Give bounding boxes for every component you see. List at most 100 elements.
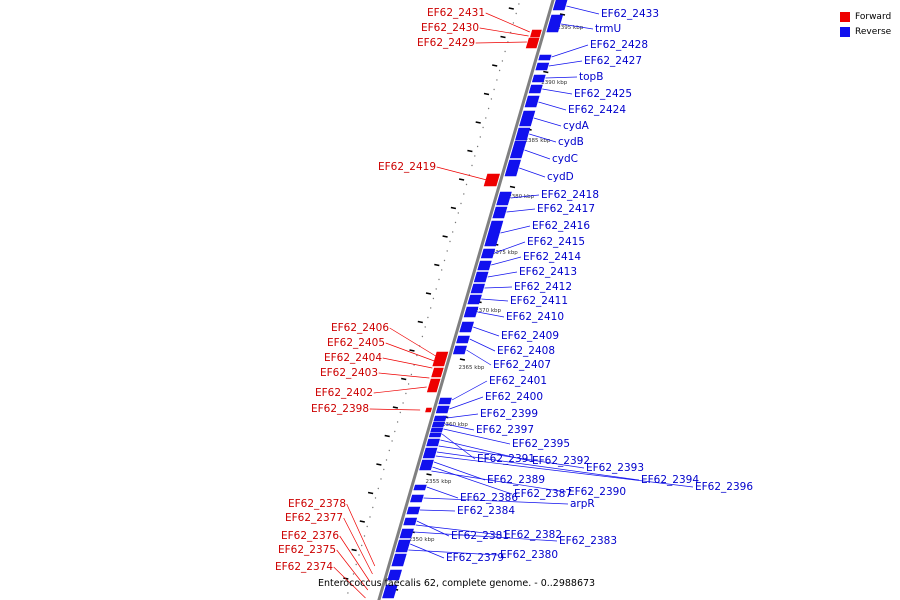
reverse-gene-block	[546, 14, 564, 33]
gene-label-ef62-2405: EF62_2405	[327, 337, 385, 349]
reverse-gene-block	[413, 484, 427, 491]
scale-dot	[498, 69, 501, 72]
scale-tick	[434, 263, 440, 267]
leader-line	[431, 470, 567, 493]
scale-dot	[479, 136, 481, 138]
legend-forward: Forward	[840, 9, 891, 24]
scale-tick	[351, 548, 357, 552]
reverse-gene-block	[459, 321, 474, 333]
genome-caption: Enterococcus faecalis 62, complete genom…	[318, 578, 596, 589]
forward-gene-block	[483, 173, 501, 187]
reverse-gene-block	[535, 62, 550, 71]
reverse-gene-block	[531, 74, 546, 83]
leader-line	[510, 194, 540, 199]
scale-dot	[410, 373, 413, 376]
gene-label-ef62-2380: EF62_2380	[500, 549, 558, 561]
gene-label-ef62-2429: EF62_2429	[417, 37, 475, 49]
leader-line	[477, 311, 505, 318]
scale-dot	[504, 50, 506, 53]
reverse-gene-block	[438, 397, 452, 405]
scale-dot	[383, 468, 385, 471]
leader-line	[373, 386, 427, 394]
gene-label-ef62-2425: EF62_2425	[574, 88, 632, 100]
scale-dot	[490, 98, 493, 100]
leader-line	[378, 372, 430, 379]
scale-dot	[388, 449, 390, 452]
scale-dot	[399, 411, 401, 414]
gene-label-ef62-2386: EF62_2386	[460, 492, 518, 504]
scale-tick	[483, 92, 490, 96]
scale-dot	[487, 107, 490, 110]
reverse-gene-block	[452, 345, 467, 355]
gene-label-ef62-2408: EF62_2408	[497, 345, 555, 357]
leader-line	[346, 503, 376, 567]
kbp-marker: 2350 kbp	[409, 537, 435, 543]
scale-dot	[402, 402, 404, 404]
scale-dot	[407, 383, 410, 385]
leader-line	[494, 241, 526, 254]
kbp-marker: 2370 kbp	[475, 308, 501, 314]
leader-line	[336, 549, 369, 591]
leader-line	[339, 535, 371, 583]
scale-dot	[435, 288, 437, 290]
reverse-gene-block	[399, 528, 414, 539]
leader-line	[369, 408, 421, 411]
scale-dot	[421, 335, 424, 338]
leader-line	[479, 27, 529, 37]
scale-dot	[496, 79, 498, 81]
scale-dot	[446, 250, 448, 252]
gene-label-ef62-2391: EF62_2391	[477, 453, 535, 465]
scale-dot	[358, 554, 360, 556]
reverse-gene-block	[519, 110, 536, 127]
reverse-gene-block	[480, 248, 496, 259]
forward-gene-block	[432, 351, 449, 367]
leader-line	[561, 23, 594, 30]
reverse-gene-block	[403, 517, 418, 526]
gene-label-ef62-2400: EF62_2400	[485, 391, 543, 403]
reverse-swatch	[840, 26, 850, 37]
leader-line	[441, 433, 476, 460]
gene-label-ef62-2409: EF62_2409	[501, 330, 559, 342]
scale-tick	[559, 13, 566, 16]
reverse-gene-block	[484, 220, 504, 247]
scale-dot	[391, 440, 393, 442]
scale-dot	[454, 221, 457, 224]
scale-dot	[361, 544, 363, 547]
reverse-gene-block	[524, 95, 540, 108]
leader-line	[500, 225, 531, 234]
gene-label-ef62-2395: EF62_2395	[512, 438, 570, 450]
reverse-gene-block	[430, 427, 444, 433]
gene-label-ef62-2431: EF62_2431	[427, 7, 485, 19]
gene-label-ef62-2376: EF62_2376	[281, 530, 339, 542]
forward-gene-block	[525, 37, 540, 49]
scale-dot	[438, 278, 440, 281]
leader-line	[551, 44, 589, 58]
gene-label-ef62-2407: EF62_2407	[493, 359, 551, 371]
gene-label-ef62-2381: EF62_2381	[451, 530, 509, 542]
scale-dot	[377, 487, 379, 490]
scale-dot	[363, 535, 366, 537]
scale-tick	[376, 463, 382, 466]
reverse-gene-block	[435, 405, 450, 414]
gene-label-ef62-2390: EF62_2390	[568, 486, 626, 498]
gene-label-trmu: trmU	[595, 23, 621, 35]
leader-line	[436, 166, 487, 181]
leader-line	[529, 133, 557, 143]
gene-label-ef62-2387: EF62_2387	[514, 488, 572, 500]
scale-dot	[471, 164, 473, 167]
scale-dot	[518, 3, 520, 5]
scale-tick	[475, 121, 481, 124]
leader-line	[432, 466, 513, 495]
scale-dot	[515, 12, 517, 15]
scale-tick	[459, 358, 466, 361]
reverse-gene-block	[470, 283, 485, 294]
kbp-marker: 2395 kbp	[557, 25, 583, 31]
leader-line	[446, 413, 479, 419]
scale-dot	[449, 240, 451, 243]
gene-label-ef62-2394: EF62_2394	[641, 474, 699, 486]
gene-label-ef62-2397: EF62_2397	[476, 424, 534, 436]
reverse-gene-block	[395, 539, 411, 553]
scale-tick	[508, 7, 514, 10]
reverse-gene-block	[492, 206, 508, 219]
reverse-gene-block	[428, 432, 442, 438]
